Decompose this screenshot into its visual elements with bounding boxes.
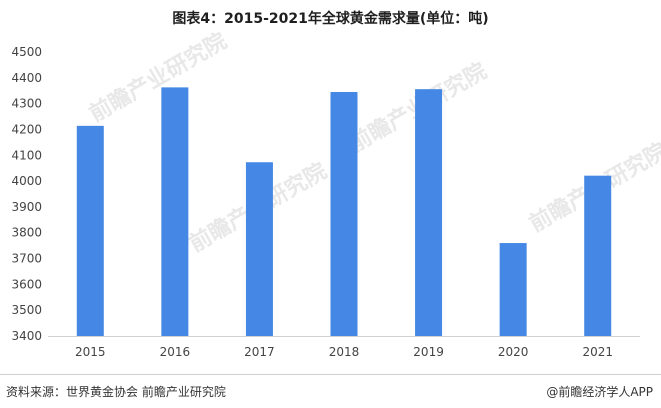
source-note: 资料来源：世界黄金协会 前瞻产业研究院: [6, 385, 226, 399]
y-tick-label: 4100: [11, 148, 42, 162]
x-tick-label: 2020: [498, 345, 529, 359]
bar: [584, 175, 612, 336]
y-tick-label: 4300: [11, 97, 42, 111]
x-tick-label: 2021: [582, 345, 613, 359]
bar: [330, 92, 358, 336]
x-tick-label: 2017: [244, 345, 275, 359]
footer: 资料来源：世界黄金协会 前瞻产业研究院 @前瞻经济学人APP: [0, 374, 661, 405]
x-tick-label: 2015: [75, 345, 106, 359]
bar: [245, 162, 273, 336]
y-tick-label: 3500: [11, 303, 42, 317]
brand-credit: @前瞻经济学人APP: [546, 385, 653, 399]
y-tick-label: 4200: [11, 122, 42, 136]
y-tick-label: 3400: [11, 329, 42, 343]
x-tick-label: 2016: [160, 345, 191, 359]
y-tick-label: 4400: [11, 71, 42, 85]
bar: [76, 125, 104, 336]
y-tick-label: 3900: [11, 200, 42, 214]
bar: [161, 87, 189, 336]
y-tick-label: 3700: [11, 252, 42, 266]
chart-title: 图表4：2015-2021年全球黄金需求量(单位：吨): [172, 11, 489, 27]
y-tick-label: 3800: [11, 226, 42, 240]
x-tick-label: 2018: [329, 345, 360, 359]
bar: [499, 243, 527, 336]
x-tick-label: 2019: [413, 345, 444, 359]
y-tick-label: 3600: [11, 277, 42, 291]
y-tick-label: 4000: [11, 174, 42, 188]
bar: [415, 89, 443, 336]
y-tick-label: 4500: [11, 45, 42, 59]
bar-chart: 3400 3500 3600 3700 3800 3900 4000 4100 4200 4300…: [11, 45, 640, 359]
